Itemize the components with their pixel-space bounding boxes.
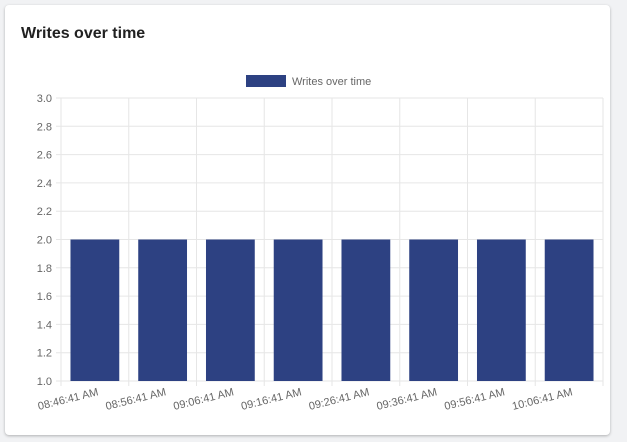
x-tick-label: 10:06:41 AM <box>511 386 574 413</box>
bar[interactable] <box>544 239 594 382</box>
x-tick-label: 09:26:41 AM <box>308 386 371 413</box>
y-tick-label: 2.6 <box>37 150 52 162</box>
x-axis: 08:46:41 AM 08:56:41 AM 09:06:41 AM 09:16:4… <box>37 386 574 413</box>
bar[interactable] <box>70 239 120 382</box>
bar[interactable] <box>476 239 526 382</box>
bar[interactable] <box>409 239 459 382</box>
y-tick-label: 1.2 <box>37 348 52 360</box>
x-tick-label: 09:56:41 AM <box>443 386 506 413</box>
bar[interactable] <box>341 239 391 382</box>
x-tick-label: 09:16:41 AM <box>240 386 303 413</box>
y-tick-label: 2.4 <box>37 178 52 190</box>
y-tick-label: 1.6 <box>37 291 52 303</box>
y-tick-label: 1.0 <box>37 376 52 388</box>
card-title: Writes over time <box>21 25 146 42</box>
y-tick-label: 3.0 <box>37 93 52 105</box>
bar[interactable] <box>205 239 255 382</box>
bars <box>70 239 594 382</box>
x-tick-label: 08:46:41 AM <box>37 386 100 413</box>
y-tick-label: 2.0 <box>37 235 52 247</box>
y-tick-label: 2.8 <box>37 121 52 133</box>
x-tick-label: 09:06:41 AM <box>172 386 235 413</box>
x-tick-label: 08:56:41 AM <box>105 386 168 413</box>
y-tick-label: 1.8 <box>37 263 52 275</box>
y-tick-label: 1.4 <box>37 319 52 331</box>
bar[interactable] <box>138 239 188 382</box>
legend-label: Writes over time <box>292 76 371 88</box>
grid-lines <box>56 97 604 386</box>
legend[interactable]: Writes over time <box>246 75 371 88</box>
x-tick-label: 09:36:41 AM <box>376 386 439 413</box>
bar[interactable] <box>273 239 323 382</box>
y-axis: 1.0 1.2 1.4 1.6 1.8 2.0 2.2 2.4 2.6 2.8 3.0 <box>37 93 52 388</box>
legend-swatch <box>246 75 286 87</box>
y-tick-label: 2.2 <box>37 206 52 218</box>
